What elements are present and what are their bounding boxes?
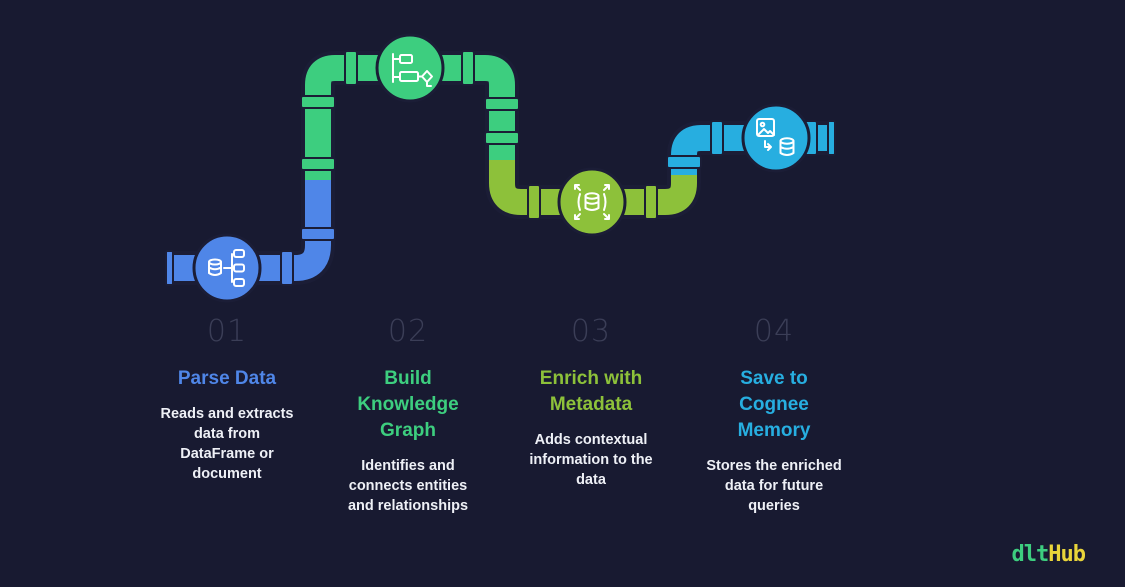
step-2: 02 Build Knowledge Graph Identifies and … bbox=[323, 312, 493, 516]
step-1-description: Reads and extracts data from DataFrame o… bbox=[160, 406, 294, 482]
dlthub-logo: dltHub bbox=[1012, 542, 1086, 567]
step-4: 04 Save to Cognee Memory Stores the enri… bbox=[689, 312, 859, 516]
pipe-segment-parse bbox=[168, 168, 335, 285]
step-2-number: 02 bbox=[387, 314, 429, 349]
step-1-node bbox=[192, 233, 262, 303]
database-hierarchy-icon bbox=[208, 249, 245, 287]
step-3-title: Enrich with Metadata bbox=[539, 368, 643, 415]
step-4-node bbox=[741, 103, 811, 173]
step-4-description: Stores the enriched data for future quer… bbox=[706, 458, 842, 514]
step-3: 03 Enrich with Metadata Adds contextual … bbox=[506, 312, 676, 490]
step-4-title: Save to Cognee Memory bbox=[737, 368, 811, 441]
pipe-joints bbox=[280, 50, 818, 286]
step-1: 01 Parse Data Reads and extracts data fr… bbox=[142, 312, 312, 484]
logo-dlt: dlt bbox=[1011, 542, 1050, 567]
step-1-number: 01 bbox=[206, 314, 248, 349]
step-4-number: 04 bbox=[753, 314, 795, 349]
step-2-node bbox=[375, 33, 445, 103]
step-3-node bbox=[557, 167, 627, 237]
step-1-title: Parse Data bbox=[177, 368, 277, 389]
database-expand-icon bbox=[574, 184, 610, 220]
flowchart-icon bbox=[392, 53, 433, 87]
pipe-end-cap-left bbox=[165, 250, 174, 286]
pipe-end-cap-right bbox=[827, 120, 836, 156]
step-2-description: Identifies and connects entities and rel… bbox=[347, 458, 469, 514]
pipe-segment-save bbox=[667, 121, 832, 175]
step-2-title: Build Knowledge Graph bbox=[357, 368, 459, 441]
image-to-database-icon bbox=[756, 118, 795, 156]
step-3-number: 03 bbox=[570, 314, 612, 349]
logo-hub: Hub bbox=[1048, 542, 1086, 567]
step-3-description: Adds contextual information to the data bbox=[529, 432, 653, 488]
